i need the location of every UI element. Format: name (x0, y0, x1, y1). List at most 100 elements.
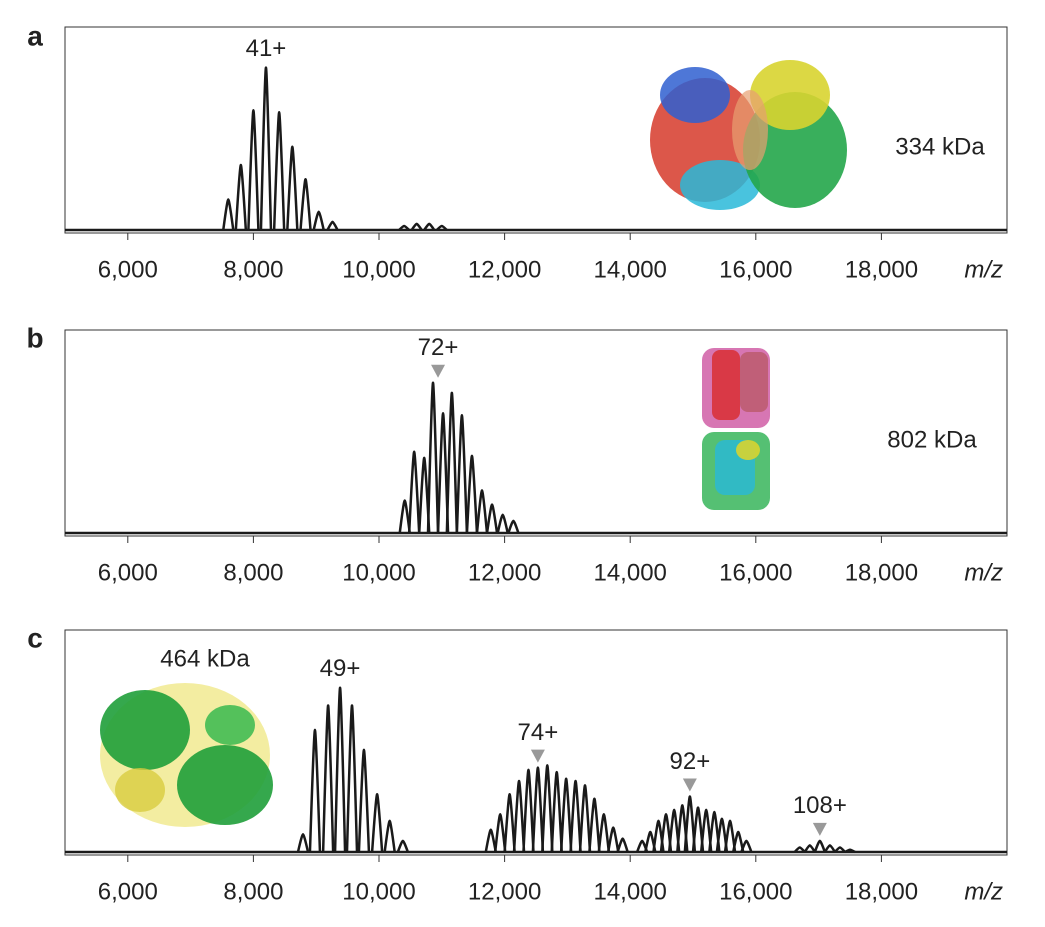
peak (493, 813, 507, 853)
peak (813, 839, 827, 853)
annotation: 72+ (418, 334, 459, 361)
peak (326, 220, 339, 231)
peak (426, 381, 440, 534)
annotation: 74+ (518, 719, 559, 746)
peak (396, 839, 410, 853)
x-tick-label: 10,000 (342, 878, 415, 905)
peak (445, 391, 459, 534)
annotation-arrow (812, 822, 827, 836)
panel-letter: a (27, 20, 43, 51)
panel-letter: c (27, 622, 43, 653)
x-tick-label: 12,000 (468, 256, 541, 283)
x-tick-label: 6,000 (98, 878, 158, 905)
x-tick-label: 6,000 (98, 559, 158, 586)
peak (435, 224, 448, 231)
peak (465, 454, 479, 534)
peak (652, 819, 665, 853)
peak (345, 704, 359, 853)
peak (559, 777, 573, 853)
x-tick-label: 18,000 (845, 256, 918, 283)
peak (823, 844, 836, 853)
peak (484, 828, 498, 853)
peak (635, 839, 649, 853)
peak (644, 830, 657, 853)
mass-label: 334 kDa (895, 133, 985, 160)
peak (222, 198, 235, 231)
peak (834, 846, 846, 853)
x-tick-label: 18,000 (845, 559, 918, 586)
peak (475, 489, 489, 534)
mass-label: 464 kDa (160, 645, 250, 672)
plot-frame (64, 26, 1008, 234)
peak (550, 770, 563, 853)
peak (715, 817, 729, 853)
peak (691, 806, 705, 853)
annotation: 108+ (793, 792, 847, 819)
peak (259, 66, 273, 231)
peak (370, 793, 384, 853)
x-tick-label: 10,000 (342, 256, 415, 283)
peak (740, 839, 753, 853)
x-tick-label: 10,000 (342, 559, 415, 586)
peak (308, 728, 322, 853)
peak (333, 686, 347, 853)
peak (597, 813, 611, 853)
mass-label: 802 kDa (887, 426, 977, 453)
x-axis-label: m/z (964, 559, 1003, 586)
x-tick-label: 14,000 (593, 878, 666, 905)
peak (357, 748, 371, 853)
peak (299, 177, 312, 231)
annotation-arrow (682, 778, 697, 792)
peak (512, 779, 526, 853)
annotation-arrow (431, 364, 446, 378)
peak (616, 837, 629, 853)
annotation-arrow (530, 749, 545, 763)
peak (667, 808, 681, 853)
peak (541, 764, 554, 853)
peak (321, 704, 335, 853)
x-tick-label: 8,000 (223, 256, 283, 283)
peak (844, 848, 856, 854)
peak (569, 779, 582, 853)
x-tick-label: 18,000 (845, 878, 918, 905)
x-tick-label: 6,000 (98, 256, 158, 283)
peak (793, 846, 806, 853)
x-tick-label: 16,000 (719, 256, 792, 283)
plot-frame (64, 329, 1008, 537)
peak (496, 513, 509, 534)
peak (659, 813, 673, 853)
inset-b (702, 348, 770, 510)
peak (522, 768, 535, 853)
peak (247, 108, 260, 231)
peak (531, 766, 545, 853)
peak (683, 795, 697, 853)
x-tick-label: 14,000 (593, 559, 666, 586)
peak (272, 111, 286, 231)
peak (383, 819, 396, 853)
peak (398, 224, 411, 231)
peak (803, 844, 816, 853)
annotation: 49+ (320, 655, 361, 682)
plot-frame (64, 629, 1008, 856)
peak (503, 793, 516, 853)
inset-a (650, 60, 847, 210)
peak (578, 784, 592, 853)
peak (507, 519, 520, 534)
x-tick-label: 16,000 (719, 878, 792, 905)
inset-c (100, 683, 273, 827)
peak (286, 145, 299, 231)
peak (398, 499, 411, 534)
peak (588, 797, 601, 853)
peak (699, 808, 713, 853)
peak (607, 826, 620, 853)
x-axis-label: m/z (964, 878, 1003, 905)
x-tick-label: 12,000 (468, 559, 541, 586)
peak (485, 503, 499, 534)
peak (731, 830, 745, 853)
peak (417, 456, 431, 534)
peak (436, 411, 450, 534)
peak (296, 832, 310, 853)
peak (407, 450, 421, 534)
peak (423, 222, 436, 231)
